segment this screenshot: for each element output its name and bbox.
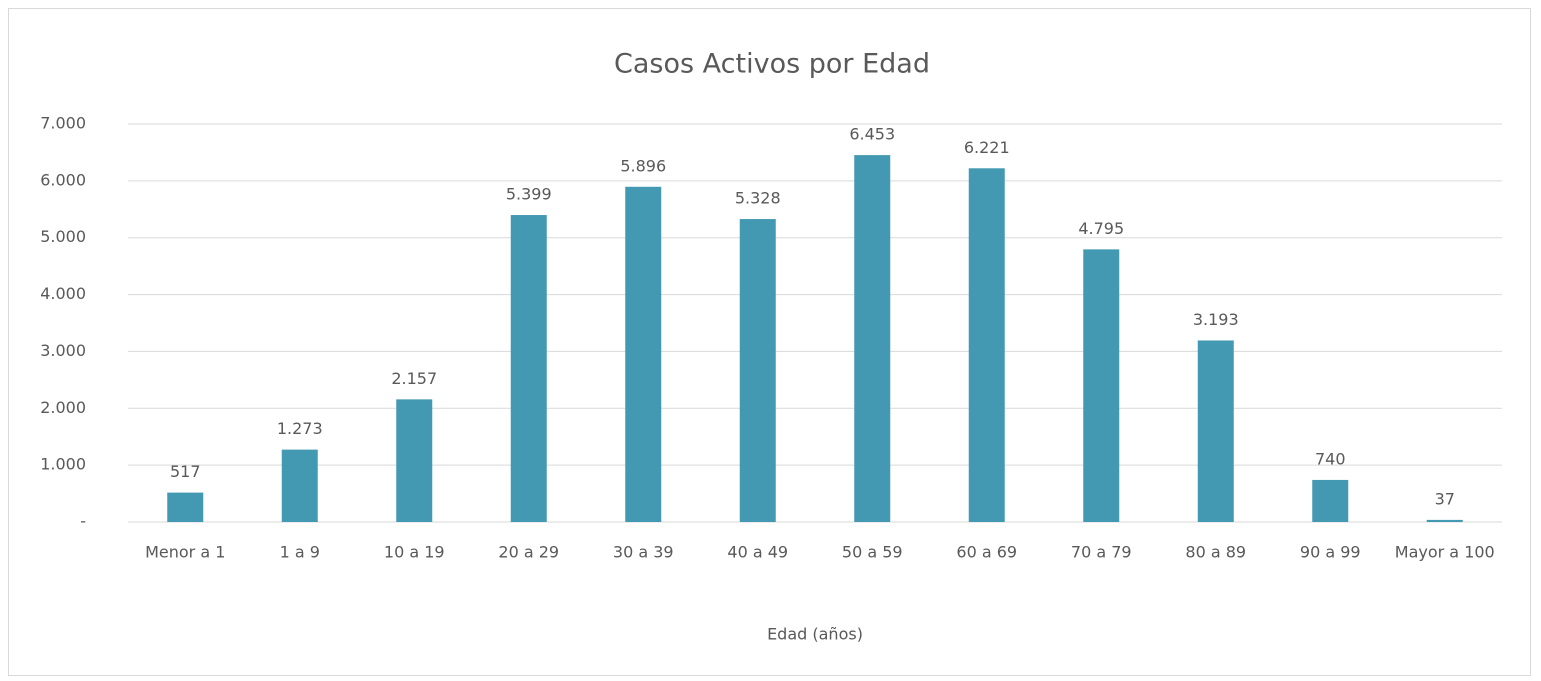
bar	[739, 219, 776, 523]
data-label: 4.795	[1078, 219, 1124, 238]
bar	[510, 215, 547, 522]
bar	[167, 492, 204, 522]
x-tick-label: 50 a 59	[842, 543, 903, 562]
data-label: 2.157	[391, 369, 437, 388]
y-tick-label: 6.000	[40, 170, 86, 189]
x-tick-label: 40 a 49	[727, 543, 788, 562]
bar	[1197, 340, 1234, 522]
y-tick-label: 1.000	[40, 455, 86, 474]
chart-title: Casos Activos por Edad	[614, 49, 930, 80]
data-label: 5.399	[506, 185, 552, 204]
bar	[281, 449, 318, 522]
x-tick-label: Mayor a 100	[1395, 543, 1495, 562]
y-tick-label: 5.000	[40, 227, 86, 246]
x-axis-title: Edad (años)	[767, 625, 863, 644]
x-tick-label: 1 a 9	[280, 543, 320, 562]
data-label: 6.453	[849, 125, 895, 144]
data-label: 37	[1435, 489, 1455, 508]
y-tick-label: 4.000	[40, 284, 86, 303]
bar	[1083, 249, 1120, 522]
x-tick-label: 90 a 99	[1300, 543, 1361, 562]
bar	[1426, 519, 1463, 522]
bar	[396, 399, 433, 522]
x-tick-label: 60 a 69	[956, 543, 1017, 562]
x-tick-label: 30 a 39	[613, 543, 674, 562]
data-label: 740	[1315, 449, 1346, 468]
y-tick-label: -	[80, 512, 86, 531]
y-tick-label: 2.000	[40, 398, 86, 417]
data-label: 5.896	[620, 156, 666, 175]
bar	[1312, 479, 1349, 522]
x-tick-label: 80 a 89	[1185, 543, 1246, 562]
y-tick-label: 7.000	[40, 114, 86, 133]
data-label: 517	[170, 462, 201, 481]
bar	[625, 186, 662, 523]
x-tick-label: 10 a 19	[384, 543, 445, 562]
x-tick-label: Menor a 1	[145, 543, 225, 562]
data-label: 5.328	[735, 189, 781, 208]
data-label: 1.273	[277, 419, 323, 438]
data-label: 6.221	[964, 138, 1010, 157]
bar	[968, 168, 1005, 522]
bar	[854, 155, 891, 522]
y-tick-label: 3.000	[40, 341, 86, 360]
x-tick-label: 70 a 79	[1071, 543, 1132, 562]
data-label: 3.193	[1193, 310, 1239, 329]
x-tick-label: 20 a 29	[498, 543, 559, 562]
